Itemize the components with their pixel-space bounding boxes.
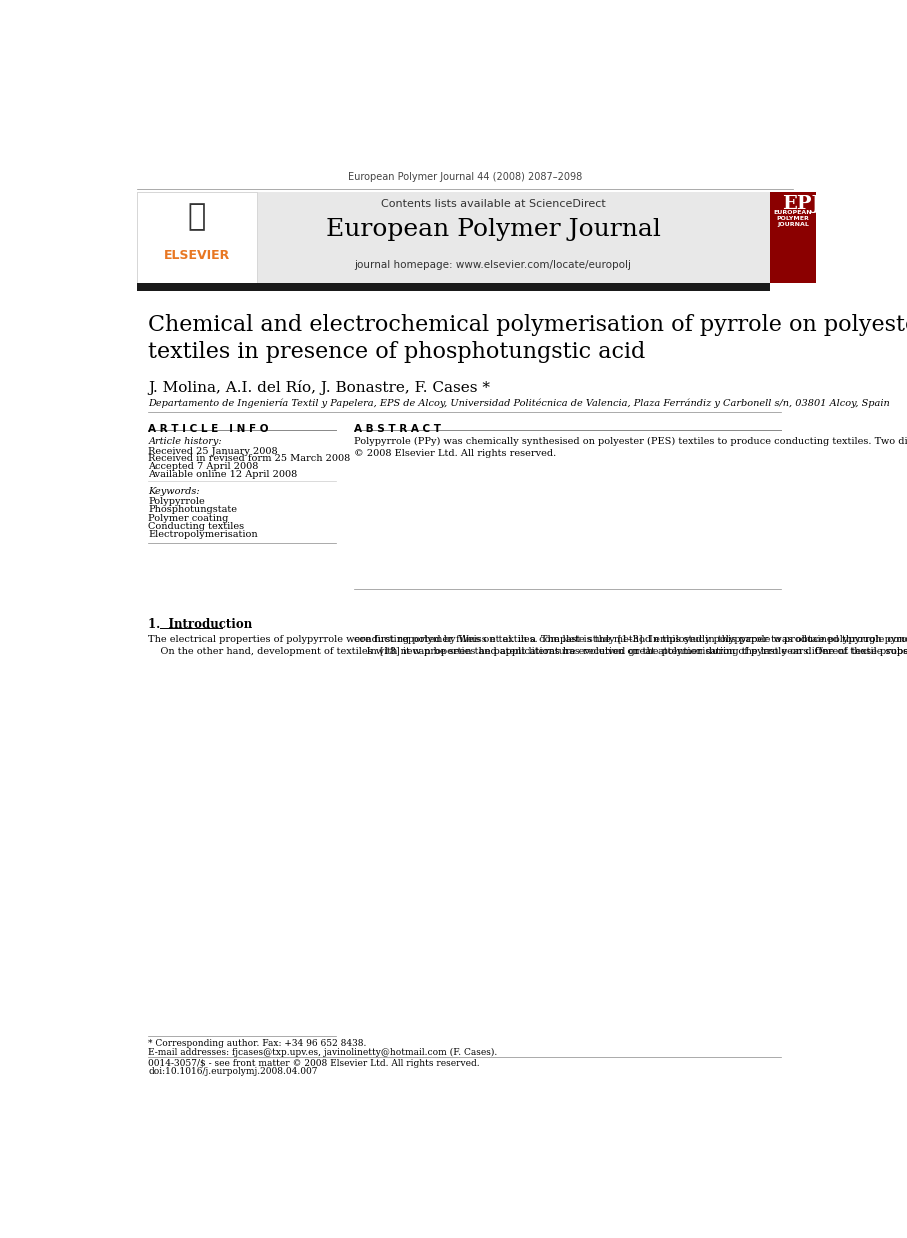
Text: Polymer coating: Polymer coating [148, 514, 229, 522]
Text: J. Molina, A.I. del Río, J. Bonastre, F. Cases *: J. Molina, A.I. del Río, J. Bonastre, F.… [148, 380, 491, 395]
Text: 🌳: 🌳 [188, 203, 206, 232]
Text: Received 25 January 2008: Received 25 January 2008 [148, 447, 278, 456]
Text: * Corresponding author. Fax: +34 96 652 8438.: * Corresponding author. Fax: +34 96 652 … [148, 1039, 366, 1047]
Text: 1.  Introduction: 1. Introduction [148, 618, 252, 631]
Text: The electrical properties of polypyrrole were first reported by Weiss et al. in : The electrical properties of polypyrrole… [148, 635, 907, 656]
FancyBboxPatch shape [770, 192, 816, 284]
Text: Article history:: Article history: [148, 437, 222, 447]
Text: Polypyrrole: Polypyrrole [148, 496, 205, 505]
Text: EPJ: EPJ [782, 194, 821, 213]
FancyBboxPatch shape [137, 284, 770, 291]
Text: journal homepage: www.elsevier.com/locate/europolj: journal homepage: www.elsevier.com/locat… [355, 260, 631, 270]
Text: Chemical and electrochemical polymerisation of pyrrole on polyester
textiles in : Chemical and electrochemical polymerisat… [148, 314, 907, 363]
Text: Accepted 7 April 2008: Accepted 7 April 2008 [148, 462, 258, 470]
Text: 0014-3057/$ - see front matter © 2008 Elsevier Ltd. All rights reserved.: 0014-3057/$ - see front matter © 2008 El… [148, 1060, 480, 1068]
Text: European Polymer Journal 44 (2008) 2087–2098: European Polymer Journal 44 (2008) 2087–… [347, 172, 582, 182]
Text: European Polymer Journal: European Polymer Journal [326, 218, 660, 241]
Text: E-mail addresses: fjcases@txp.upv.es, javinolinetty@hotmail.com (F. Cases).: E-mail addresses: fjcases@txp.upv.es, ja… [148, 1047, 498, 1057]
Text: Conducting textiles: Conducting textiles [148, 522, 244, 531]
Text: EUROPEAN
POLYMER
JOURNAL: EUROPEAN POLYMER JOURNAL [774, 210, 813, 227]
Text: A B S T R A C T: A B S T R A C T [354, 425, 441, 435]
Text: conducting polymer films on textiles. The last is the method employed in this pa: conducting polymer films on textiles. Th… [354, 635, 907, 656]
Text: Available online 12 April 2008: Available online 12 April 2008 [148, 469, 297, 479]
Text: Received in revised form 25 March 2008: Received in revised form 25 March 2008 [148, 454, 350, 463]
Text: Contents lists available at ScienceDirect: Contents lists available at ScienceDirec… [381, 198, 606, 209]
Text: ELSEVIER: ELSEVIER [164, 249, 230, 261]
Text: Phosphotungstate: Phosphotungstate [148, 505, 238, 514]
Text: Electropolymerisation: Electropolymerisation [148, 530, 258, 540]
Text: Polypyrrole (PPy) was chemically synthesised on polyester (PES) textiles to prod: Polypyrrole (PPy) was chemically synthes… [354, 437, 907, 458]
Text: Departamento de Ingeniería Textil y Papelera, EPS de Alcoy, Universidad Politécn: Departamento de Ingeniería Textil y Pape… [148, 399, 890, 409]
Text: Keywords:: Keywords: [148, 488, 200, 496]
Text: A R T I C L E   I N F O: A R T I C L E I N F O [148, 425, 268, 435]
FancyBboxPatch shape [137, 192, 257, 284]
FancyBboxPatch shape [137, 192, 770, 284]
Text: doi:10.1016/j.eurpolymj.2008.04.007: doi:10.1016/j.eurpolymj.2008.04.007 [148, 1067, 317, 1076]
